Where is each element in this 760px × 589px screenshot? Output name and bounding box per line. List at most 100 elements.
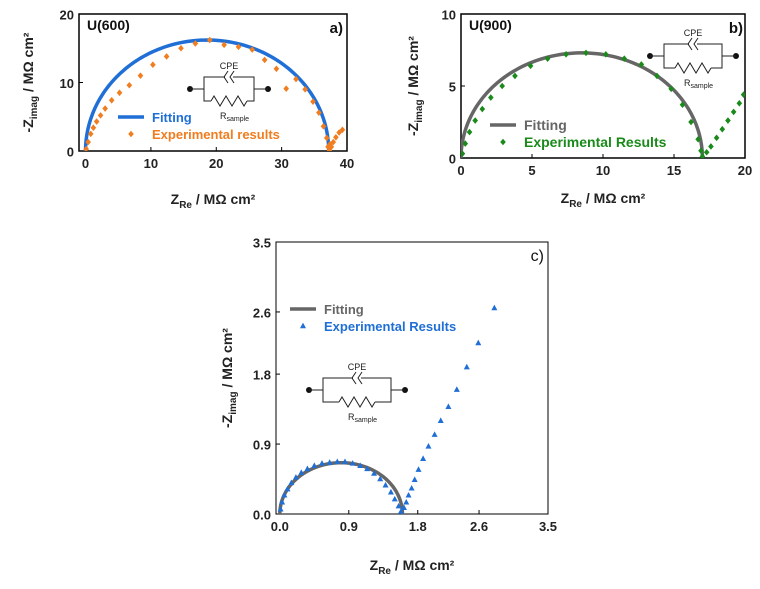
panel-c-data-point bbox=[463, 363, 470, 370]
panel-a-data-point bbox=[126, 81, 133, 89]
panel-c-panel-letter: c) bbox=[531, 248, 544, 265]
panel-a-data-point bbox=[97, 112, 104, 119]
panel-c-data-point bbox=[318, 460, 325, 466]
panel-b-data-point bbox=[740, 91, 745, 98]
panel-b-x-axis-label: ZRe / MΩ cm² bbox=[561, 190, 646, 210]
panel-c-data-point bbox=[475, 339, 482, 346]
panel-c-data-point bbox=[397, 508, 404, 514]
panel-c-y-tick-label: 0.0 bbox=[253, 508, 271, 523]
panel-b-data-point bbox=[583, 49, 589, 57]
panel-c-legend-marker-swatch bbox=[300, 322, 306, 329]
panel-c-data-point bbox=[431, 431, 438, 437]
panel-b-sample-label: U(900) bbox=[469, 17, 512, 33]
panel-a-data-point bbox=[310, 98, 316, 105]
panel-c-data-point bbox=[391, 495, 398, 502]
panel-c-circuit-diagram: CPE Rsample bbox=[306, 362, 408, 424]
panel-c-data-point bbox=[364, 465, 371, 472]
panel-a-circuit-diagram: CPE Rsample bbox=[187, 61, 271, 123]
panel-c-data-point bbox=[311, 462, 318, 469]
panel-b-data-point bbox=[708, 143, 714, 150]
panel-c-circuit-cpe-label: CPE bbox=[348, 362, 367, 372]
panel-b-data-point bbox=[488, 94, 494, 101]
panel-a-data-point bbox=[261, 56, 268, 64]
panel-b-data-point bbox=[719, 125, 726, 133]
panel-c-circuit-r-label: Rsample bbox=[348, 412, 377, 424]
panel-c-data-point bbox=[357, 462, 364, 469]
panel-b-legend-label-1: Experimental Results bbox=[524, 134, 667, 150]
panel-b-data-point bbox=[730, 108, 737, 116]
panel-a-y-axis-label: -Zimag / MΩ cm² bbox=[20, 32, 40, 132]
panel-a-x-tick-label: 20 bbox=[209, 156, 223, 171]
panel-a-data-point bbox=[316, 109, 322, 116]
panel-c-data-point bbox=[415, 466, 422, 472]
panel-c-data-point bbox=[298, 469, 305, 476]
panel-c-data-point bbox=[284, 485, 291, 492]
panel-a-x-tick-label: 30 bbox=[274, 156, 288, 171]
panel-a-data-point bbox=[235, 43, 242, 51]
panel-a-data-point bbox=[249, 46, 256, 53]
panel-a-data-point bbox=[323, 134, 330, 142]
panel-c-data-point bbox=[377, 475, 384, 482]
panel-a-data-point bbox=[273, 65, 280, 73]
panel-c-data-point bbox=[395, 502, 402, 509]
panel-c-data-point bbox=[403, 498, 410, 505]
panel-b-x-tick-label: 10 bbox=[596, 163, 610, 178]
panel-b-legend-label-0: Fitting bbox=[524, 117, 567, 133]
panel-b-y-tick-label: 5 bbox=[449, 80, 456, 95]
panel-a-data-point bbox=[87, 130, 94, 138]
panel-a-x-tick-label: 40 bbox=[340, 156, 354, 171]
panel-c-data-point bbox=[341, 458, 348, 465]
panel-c-data-point bbox=[405, 491, 412, 498]
panel-a-data-point bbox=[116, 89, 123, 97]
panel-a-data-point bbox=[325, 143, 331, 151]
panel-b-y-axis-label: -Zimag / MΩ cm² bbox=[405, 36, 425, 136]
panel-b-x-tick-label: 5 bbox=[528, 163, 535, 178]
panel-c-fitting-curve bbox=[278, 460, 405, 514]
panel-a-x-tick-label: 0 bbox=[82, 156, 89, 171]
panel-c-x-tick-label: 2.6 bbox=[470, 519, 488, 534]
panel-b-data-point bbox=[736, 99, 743, 107]
panel-c-y-tick-label: 3.5 bbox=[253, 236, 271, 251]
panel-c-x-tick-label: 1.8 bbox=[409, 519, 427, 534]
panel-c-legend-label-1: Experimental Results bbox=[324, 319, 456, 334]
panel-a-data-point bbox=[339, 126, 346, 134]
panel-b-legend-marker-swatch bbox=[500, 138, 506, 146]
panel-a-data-point bbox=[85, 138, 91, 146]
panel-a-data-point bbox=[320, 123, 327, 130]
panel-b-fitting-curve bbox=[461, 51, 705, 158]
panel-c-data-point bbox=[420, 455, 427, 462]
panel-a-data-point bbox=[283, 85, 290, 92]
panel-a-data-point bbox=[333, 134, 339, 141]
panel-a-data-point bbox=[206, 36, 213, 44]
panel-a-circuit-cpe-label: CPE bbox=[220, 61, 239, 71]
panel-c-data-point bbox=[334, 458, 341, 465]
panel-b-circuit-cpe-label: CPE bbox=[684, 28, 703, 38]
panel-b-y-tick-label: 0 bbox=[449, 152, 456, 167]
panel-a-data-point bbox=[178, 44, 184, 52]
panel-c-data-point bbox=[411, 476, 418, 483]
panel-a-data-point bbox=[293, 75, 299, 83]
panel-b-data-point bbox=[563, 51, 569, 58]
panel-a: 0 10 20 30 40 0 10 20 ZRe / MΩ cm² -Zimag / MΩ cm… bbox=[20, 8, 354, 212]
panel-c-data-point bbox=[387, 488, 394, 495]
panel-b-circuit-diagram: CPE Rsample bbox=[647, 28, 739, 90]
panel-b-data-point bbox=[621, 55, 628, 62]
panel-c-y-tick-label: 2.6 bbox=[253, 305, 271, 320]
panel-b-panel-letter: b) bbox=[729, 20, 743, 37]
panel-a-legend-label-0: Fitting bbox=[152, 110, 192, 125]
panel-b-data-point bbox=[472, 117, 478, 124]
panel-c-data-point bbox=[277, 505, 284, 512]
panel-c-data-point bbox=[445, 403, 452, 409]
panel-a-panel-letter: a) bbox=[330, 20, 343, 37]
panel-c-x-axis-label: ZRe / MΩ cm² bbox=[370, 557, 455, 577]
panel-c-data-point bbox=[304, 465, 311, 472]
panel-c-y-tick-label: 1.8 bbox=[253, 368, 271, 383]
panel-c-x-tick-label: 0.9 bbox=[340, 519, 358, 534]
panel-c-data-point bbox=[281, 491, 288, 498]
panel-c-legend: Fitting Experimental Results bbox=[290, 302, 456, 334]
panel-b-data-point bbox=[654, 72, 660, 80]
panel-c-data-point bbox=[326, 459, 333, 465]
panel-b-data-point bbox=[703, 148, 710, 156]
